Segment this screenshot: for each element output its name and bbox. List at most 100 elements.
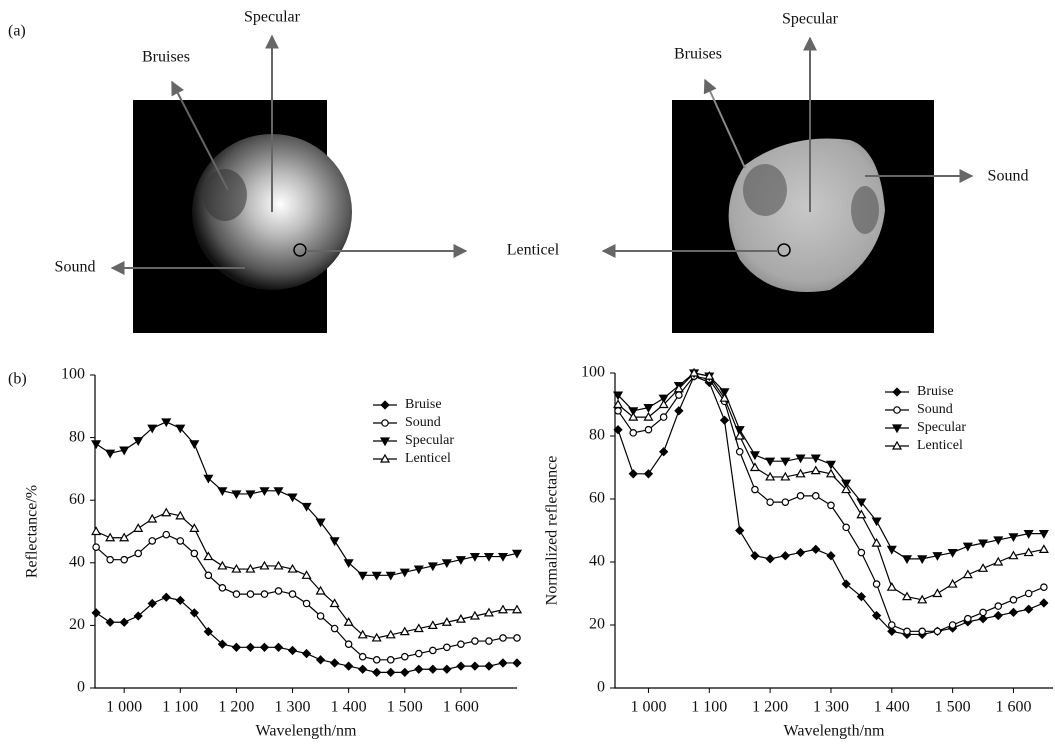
marker [873, 581, 879, 587]
marker [629, 470, 637, 478]
marker [751, 552, 759, 560]
marker [676, 392, 682, 398]
marker [513, 659, 521, 667]
marker [889, 622, 895, 628]
marker [721, 416, 729, 424]
marker [812, 546, 820, 554]
marker [499, 659, 507, 667]
marker [645, 470, 653, 478]
marker [645, 427, 651, 433]
y-tick-label: 80 [589, 427, 605, 444]
marker [134, 524, 142, 531]
marker [857, 511, 865, 518]
legend-marker [381, 401, 389, 409]
marker [92, 441, 100, 448]
marker [949, 622, 955, 628]
marker [458, 641, 464, 647]
y-tick-label: 100 [581, 364, 605, 381]
label: Sound [55, 259, 96, 276]
marker [331, 538, 339, 545]
marker [1010, 597, 1016, 603]
marker [247, 591, 253, 597]
marker [93, 544, 99, 550]
marker [388, 657, 394, 663]
marker [994, 612, 1002, 620]
marker [275, 588, 281, 594]
marker [359, 654, 365, 660]
y-tick-label: 60 [589, 490, 605, 507]
legend-marker [894, 407, 900, 413]
marker [443, 665, 451, 673]
marker [457, 662, 465, 670]
marker [401, 669, 409, 677]
x-tick-label: 1 200 [218, 699, 254, 716]
marker [374, 657, 380, 663]
marker [317, 613, 323, 619]
marker [752, 486, 758, 492]
panel-label: (b) [8, 371, 27, 388]
marker [289, 591, 295, 597]
marker [813, 493, 819, 499]
x-tick-label: 1 300 [275, 699, 311, 716]
marker [737, 449, 743, 455]
marker [1040, 599, 1048, 607]
figure: (a) (b) Specular Bruises Sound Lenticel … [0, 0, 1055, 744]
marker [430, 647, 436, 653]
marker [1025, 605, 1033, 613]
marker [289, 647, 297, 655]
marker [148, 515, 156, 522]
marker [797, 493, 803, 499]
y-tick-label: 0 [77, 679, 85, 696]
marker [303, 650, 311, 658]
x-tick-label: 1 500 [387, 699, 423, 716]
marker [107, 556, 113, 562]
marker [812, 467, 820, 474]
x-axis-label: Wavelength/nm [256, 723, 357, 740]
marker [500, 635, 506, 641]
series-line [618, 373, 1044, 600]
marker [387, 669, 395, 677]
marker [827, 552, 835, 560]
marker [204, 553, 212, 560]
legend-label: Sound [917, 402, 953, 417]
marker [135, 550, 141, 556]
marker [261, 644, 269, 652]
marker [233, 644, 241, 652]
marker [106, 450, 114, 457]
legend-label: Specular [917, 420, 966, 435]
axes [95, 375, 517, 688]
marker [615, 408, 621, 414]
series-line [96, 597, 517, 672]
marker [345, 662, 353, 670]
label: Bruises [674, 46, 722, 63]
marker [416, 650, 422, 656]
x-tick-label: 1 600 [443, 699, 479, 716]
x-tick-label: 1 300 [813, 699, 849, 716]
marker [1041, 584, 1047, 590]
marker [766, 555, 774, 563]
legend-label: Lenticel [917, 438, 963, 453]
marker [675, 407, 683, 415]
marker [980, 609, 986, 615]
marker [979, 564, 987, 571]
marker [797, 549, 805, 557]
axes [615, 373, 1053, 688]
marker [289, 494, 297, 501]
marker [190, 441, 198, 448]
legend-marker [382, 420, 388, 426]
marker [359, 665, 367, 673]
panel-label: (a) [8, 23, 26, 40]
legend-marker [893, 388, 901, 396]
y-tick-label: 40 [69, 553, 85, 570]
marker [486, 638, 492, 644]
marker [162, 509, 170, 516]
marker [660, 414, 666, 420]
marker [934, 628, 940, 634]
marker [121, 556, 127, 562]
x-tick-label: 1 000 [630, 699, 666, 716]
marker [949, 580, 957, 587]
x-tick-label: 1 500 [935, 699, 971, 716]
label: Specular [782, 11, 839, 28]
marker [134, 438, 142, 445]
left-image [112, 36, 466, 333]
